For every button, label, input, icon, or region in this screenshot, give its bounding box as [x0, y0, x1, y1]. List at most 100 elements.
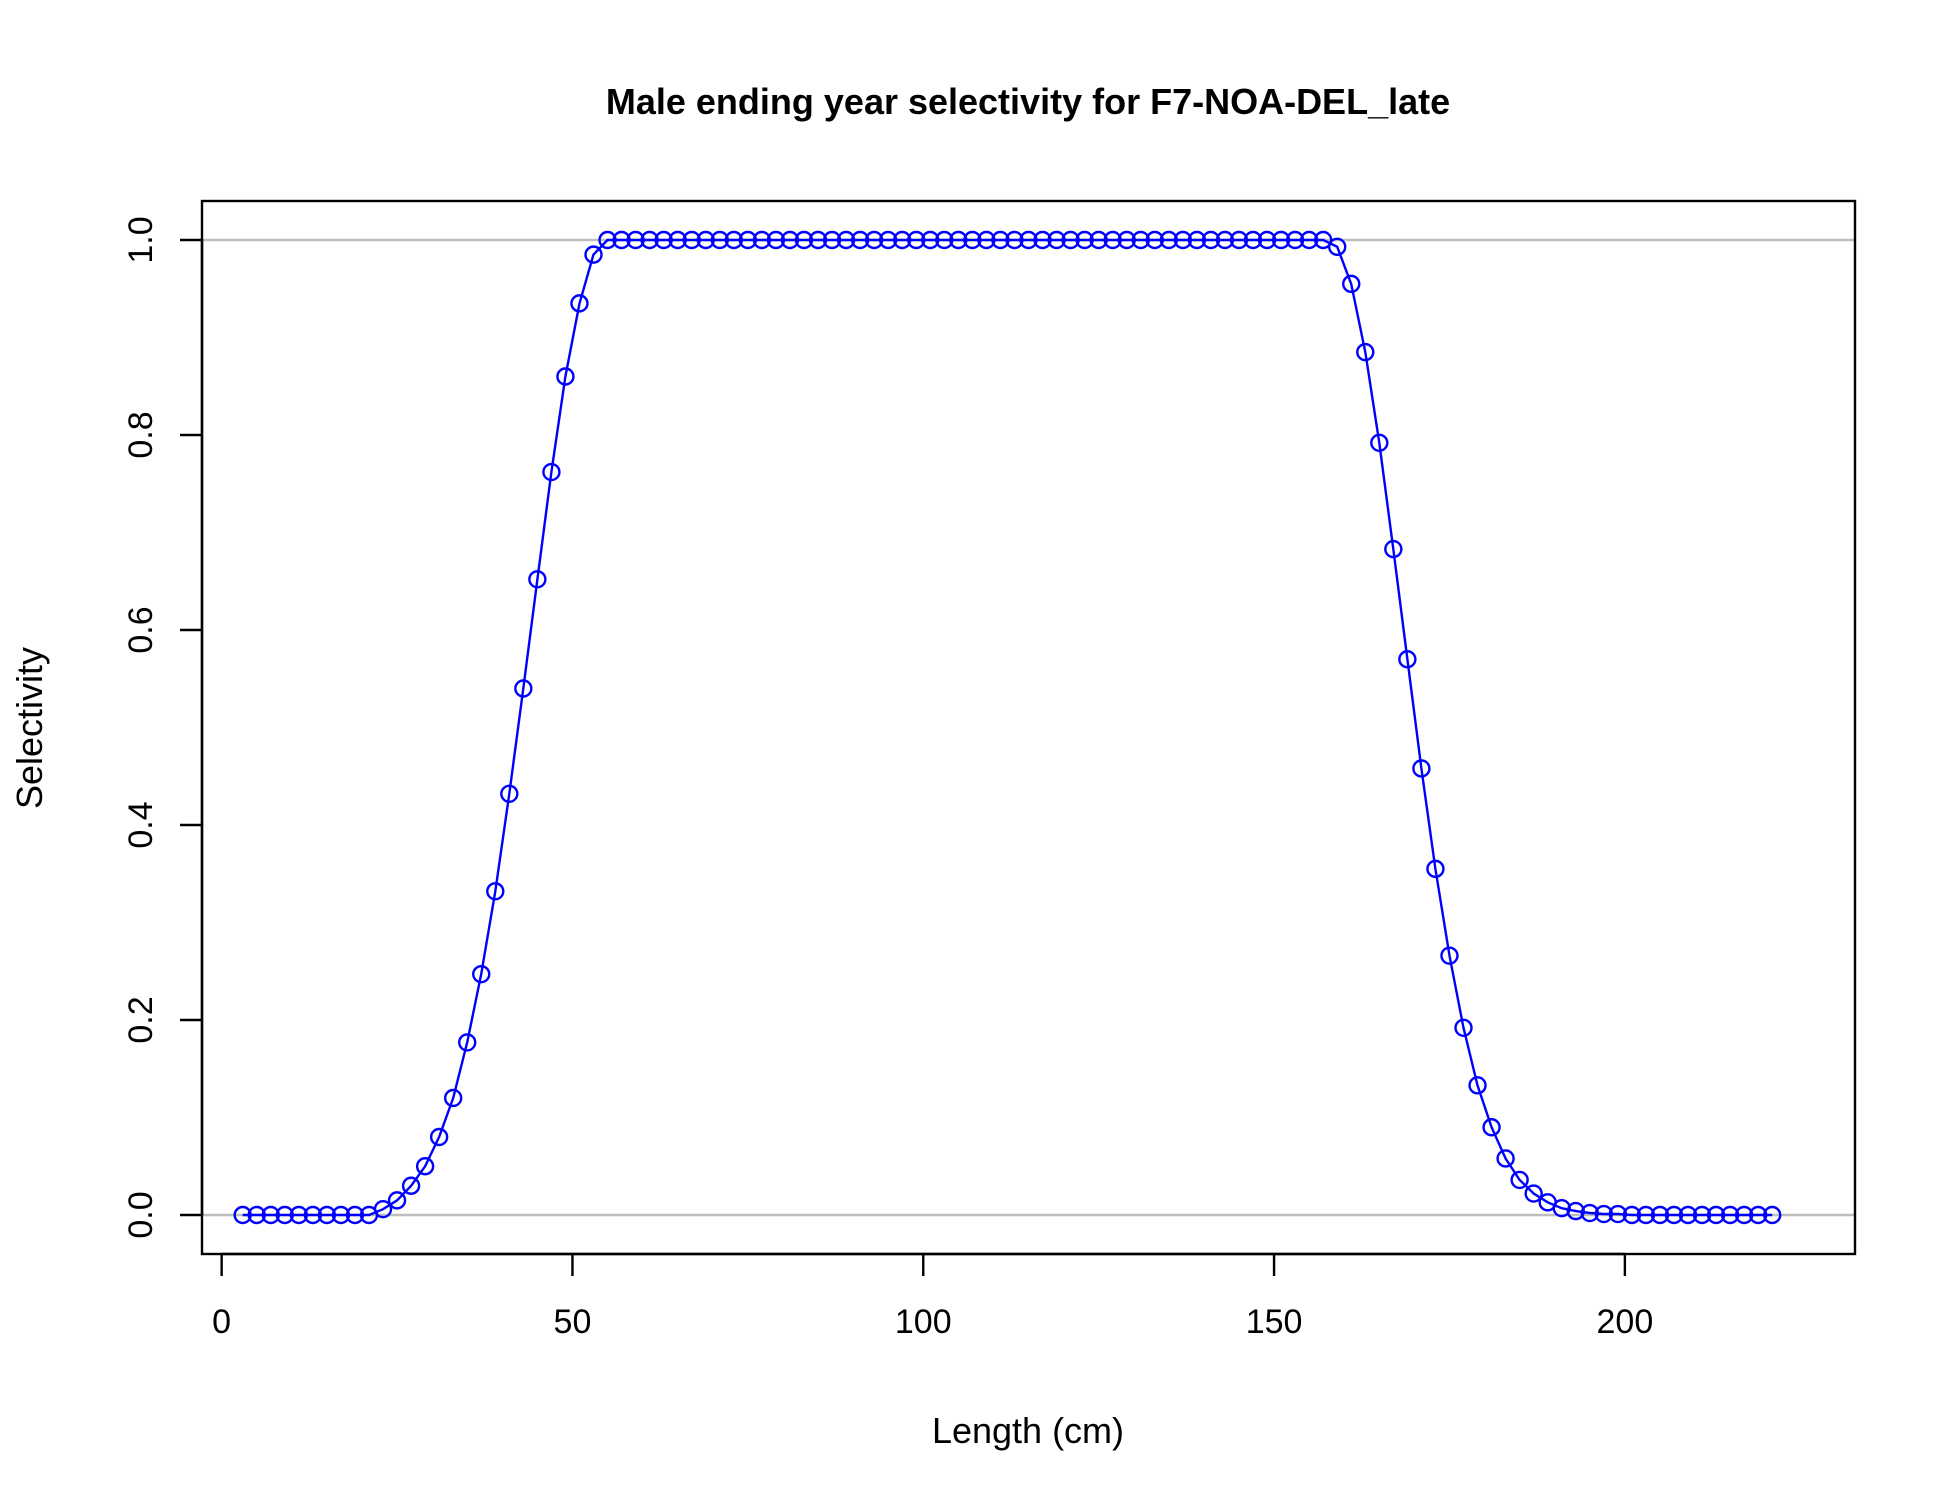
data-point [1103, 230, 1122, 250]
data-point [387, 1191, 407, 1210]
data-point [1622, 1205, 1642, 1225]
data-point [303, 1205, 323, 1225]
data-point [1608, 1204, 1628, 1224]
data-point [682, 230, 701, 250]
data-point [345, 1205, 365, 1225]
data-point [528, 570, 547, 589]
data-point [977, 230, 996, 250]
data-point [233, 1205, 252, 1225]
data-point [1201, 230, 1221, 250]
data-point [921, 230, 940, 250]
x-tick-label: 100 [895, 1303, 952, 1341]
data-point [458, 1033, 477, 1052]
data-point [794, 230, 814, 250]
x-tick-label: 50 [554, 1303, 592, 1341]
plot-frame [200, 199, 1857, 1256]
data-point [668, 230, 687, 250]
data-point [1706, 1205, 1726, 1225]
data-point [1187, 230, 1207, 250]
data-point [486, 882, 505, 901]
data-point [836, 230, 856, 250]
data-point [1636, 1205, 1656, 1225]
data-point [935, 230, 954, 250]
data-point [1356, 342, 1375, 362]
data-point [1370, 433, 1389, 452]
data-point [514, 679, 533, 698]
data-point [1692, 1205, 1712, 1225]
y-tick-label: 0.0 [122, 1191, 160, 1238]
series-layer [233, 230, 1782, 1225]
x-axis: 0 50 100 150 200 [212, 1252, 1654, 1341]
data-point [949, 230, 968, 250]
y-axis: 0.0 0.2 0.4 0.6 0.8 1.0 [122, 216, 204, 1239]
y-tick-label: 0.6 [122, 606, 160, 653]
data-point [1412, 759, 1431, 778]
data-point [429, 1127, 449, 1147]
data-point [331, 1205, 351, 1225]
data-point [1496, 1149, 1515, 1168]
data-point [1482, 1118, 1501, 1137]
reference-lines [202, 238, 1855, 1217]
data-point [1271, 230, 1291, 250]
data-point [1215, 230, 1235, 250]
data-point [654, 230, 673, 250]
data-point [1229, 230, 1249, 250]
data-point [1426, 859, 1445, 879]
x-axis-label: Length (cm) [932, 1410, 1124, 1451]
data-point [864, 230, 884, 250]
data-point [570, 294, 589, 313]
data-point [893, 230, 912, 250]
data-point [1145, 230, 1164, 250]
data-point [1566, 1201, 1585, 1221]
data-point [1524, 1184, 1543, 1203]
y-tick-label: 0.4 [122, 801, 160, 848]
data-point [1678, 1205, 1698, 1225]
y-tick-label: 1.0 [122, 216, 160, 263]
data-point [850, 230, 870, 250]
data-point [766, 230, 786, 250]
data-point [1580, 1203, 1599, 1223]
x-tick-label: 200 [1597, 1303, 1654, 1341]
data-point [1748, 1205, 1768, 1225]
data-point [1243, 230, 1263, 250]
data-point [289, 1205, 309, 1225]
data-point [1299, 230, 1319, 250]
data-point [1454, 1018, 1473, 1038]
data-point [275, 1205, 294, 1225]
data-point [1384, 539, 1403, 559]
data-point [878, 230, 898, 250]
data-point [401, 1176, 421, 1195]
data-point [317, 1205, 337, 1225]
data-point [1285, 230, 1305, 250]
data-point [1552, 1198, 1571, 1218]
data-point [1159, 230, 1179, 250]
data-point [822, 230, 842, 250]
y-tick-label: 0.2 [122, 996, 160, 1043]
data-point [963, 230, 982, 250]
data-point [1075, 230, 1094, 250]
data-point [1328, 237, 1347, 257]
data-point [542, 462, 561, 482]
data-point [1019, 230, 1038, 250]
data-point [373, 1199, 393, 1219]
data-point [1342, 274, 1361, 294]
data-point [1117, 230, 1136, 250]
data-point [1734, 1205, 1754, 1225]
data-point [991, 230, 1010, 250]
data-point [710, 230, 729, 250]
data-point [1005, 230, 1024, 250]
x-tick-label: 0 [212, 1303, 231, 1341]
data-point [1131, 230, 1150, 250]
data-point [443, 1088, 463, 1108]
data-point [1763, 1205, 1782, 1225]
y-tick-label: 0.8 [122, 411, 160, 458]
data-point [738, 230, 758, 250]
x-tick-label: 150 [1246, 1303, 1303, 1341]
data-point [247, 1205, 266, 1225]
data-point [1047, 230, 1066, 250]
data-point [261, 1205, 280, 1225]
data-point [1061, 230, 1080, 250]
data-point [1398, 650, 1417, 669]
data-point [1173, 230, 1193, 250]
